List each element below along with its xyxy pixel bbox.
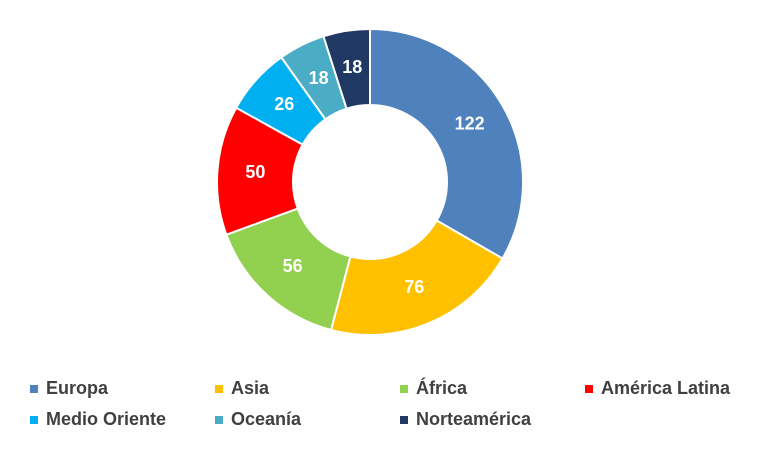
- legend-label: Norteamérica: [416, 409, 532, 429]
- legend-label: América Latina: [601, 378, 731, 398]
- data-label: 56: [283, 256, 303, 276]
- data-label: 26: [274, 94, 294, 114]
- donut-slice: [369, 27, 524, 260]
- legend-marker: [30, 416, 38, 424]
- donut-slice: [329, 219, 504, 336]
- legend-label: Oceanía: [231, 409, 302, 429]
- donut-slice: [322, 27, 371, 110]
- data-label: 18: [309, 68, 329, 88]
- legend-marker: [215, 416, 223, 424]
- legend-label: Europa: [46, 378, 109, 398]
- data-label: 76: [404, 277, 424, 297]
- legend-marker: [585, 385, 593, 393]
- data-label: 50: [245, 162, 265, 182]
- legend-marker: [30, 385, 38, 393]
- legend-label: Medio Oriente: [46, 409, 166, 429]
- legend-marker: [215, 385, 223, 393]
- legend-marker: [400, 416, 408, 424]
- data-label: 18: [342, 57, 362, 77]
- data-label: 122: [455, 113, 485, 133]
- legend-marker: [400, 385, 408, 393]
- legend-label: África: [416, 377, 468, 398]
- legend-label: Asia: [231, 378, 270, 398]
